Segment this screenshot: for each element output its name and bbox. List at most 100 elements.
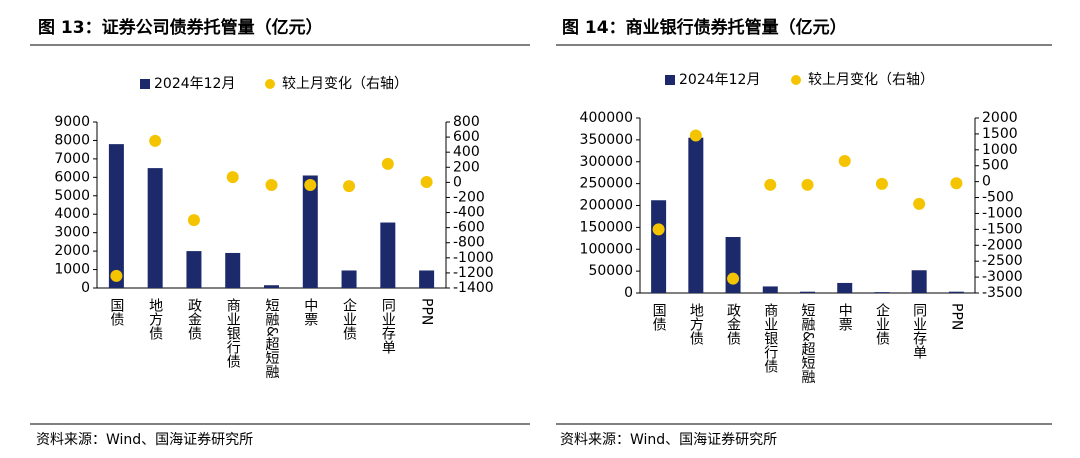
x-tick-label: 中票 bbox=[302, 298, 318, 326]
y-tick-label: 9000 bbox=[54, 114, 90, 130]
x-tick-label: 国债 bbox=[108, 298, 124, 326]
x-tick-label: 短融&超短融 bbox=[264, 298, 280, 379]
y2-tick-label: 0 bbox=[982, 174, 991, 190]
legend-label: 较上月变化（右轴） bbox=[808, 72, 934, 88]
bar bbox=[948, 291, 964, 293]
y-tick-label: 0 bbox=[81, 280, 90, 296]
y-tick-label: 100000 bbox=[580, 241, 633, 257]
legend-label: 2024年12月 bbox=[679, 72, 760, 88]
y2-tick-label: 500 bbox=[982, 158, 1009, 174]
bar bbox=[341, 270, 357, 288]
bar bbox=[186, 251, 202, 288]
bar bbox=[264, 285, 279, 288]
y-tick-label: 350000 bbox=[580, 132, 633, 148]
y2-tick-label: -2500 bbox=[982, 253, 1023, 269]
source: 资料来源：Wind、国海证券研究所 bbox=[560, 432, 777, 448]
y-tick-label: 150000 bbox=[580, 219, 633, 235]
bar bbox=[874, 292, 890, 293]
legend-swatch bbox=[791, 75, 801, 85]
source: 资料来源：Wind、国海证券研究所 bbox=[36, 432, 253, 448]
y2-tick-label: -1000 bbox=[982, 205, 1023, 221]
x-tick-label: 商业银行债 bbox=[762, 303, 778, 373]
y-tick-label: 200000 bbox=[580, 198, 633, 214]
legend-swatch bbox=[140, 79, 150, 89]
legend-label: 2024年12月 bbox=[154, 76, 235, 92]
dot bbox=[343, 180, 356, 193]
y-tick-label: 8000 bbox=[54, 132, 90, 148]
dot bbox=[265, 179, 278, 192]
y2-tick-label: -3000 bbox=[982, 269, 1023, 285]
y2-tick-label: 200 bbox=[453, 159, 480, 175]
bar bbox=[651, 200, 667, 293]
y2-tick-label: -1000 bbox=[453, 250, 494, 266]
y2-tick-label: -1200 bbox=[453, 265, 494, 281]
chart-title: 图 13：证券公司债券托管量（亿元） bbox=[38, 17, 323, 38]
legend-label: 较上月变化（右轴） bbox=[282, 76, 408, 92]
x-tick-label: PPN bbox=[419, 298, 435, 325]
dot bbox=[727, 272, 740, 285]
bar bbox=[762, 286, 778, 293]
y2-tick-label: 1500 bbox=[982, 126, 1018, 142]
x-tick-label: 企业债 bbox=[874, 302, 890, 345]
y-tick-label: 1000 bbox=[54, 262, 90, 278]
dot bbox=[420, 175, 433, 188]
y-tick-label: 0 bbox=[624, 285, 633, 301]
x-tick-label: 政金债 bbox=[186, 298, 202, 340]
y-tick-label: 400000 bbox=[580, 110, 633, 126]
y-tick-label: 3000 bbox=[54, 225, 90, 241]
y2-tick-label: -600 bbox=[453, 220, 485, 236]
y2-tick-label: -3500 bbox=[982, 285, 1023, 301]
y2-tick-label: 0 bbox=[453, 174, 462, 190]
bar bbox=[419, 270, 435, 288]
x-tick-label: 同业存单 bbox=[380, 298, 396, 354]
y2-tick-label: 2000 bbox=[982, 110, 1018, 126]
y-tick-label: 6000 bbox=[54, 169, 90, 185]
x-tick-label: 地方债 bbox=[147, 298, 163, 340]
bar bbox=[225, 252, 241, 288]
x-tick-label: 商业银行债 bbox=[225, 298, 241, 368]
dot bbox=[764, 178, 777, 191]
y2-tick-label: -1400 bbox=[453, 280, 494, 296]
dot bbox=[304, 179, 317, 192]
y2-tick-label: 600 bbox=[453, 129, 480, 145]
x-tick-label: 同业存单 bbox=[911, 303, 927, 359]
y2-tick-label: -500 bbox=[982, 190, 1014, 206]
bar bbox=[688, 137, 704, 293]
bar bbox=[837, 282, 853, 293]
bar bbox=[911, 270, 927, 293]
legend-swatch bbox=[265, 79, 275, 89]
dot bbox=[149, 134, 162, 147]
y-tick-label: 5000 bbox=[54, 188, 90, 204]
dot bbox=[950, 177, 963, 190]
y2-tick-label: -800 bbox=[453, 235, 485, 251]
dot bbox=[689, 129, 702, 142]
y-tick-label: 2000 bbox=[54, 243, 90, 259]
bar bbox=[147, 168, 163, 288]
dot bbox=[110, 269, 123, 282]
y-tick-label: 300000 bbox=[580, 154, 633, 170]
x-tick-label: 企业债 bbox=[341, 297, 357, 340]
dot bbox=[875, 177, 888, 190]
dot bbox=[652, 223, 665, 236]
dot bbox=[838, 154, 851, 167]
dot bbox=[913, 197, 926, 210]
y2-tick-label: -1500 bbox=[982, 221, 1023, 237]
y-tick-label: 250000 bbox=[580, 176, 633, 192]
legend-swatch bbox=[665, 75, 675, 85]
dot bbox=[381, 157, 394, 170]
bar bbox=[108, 144, 124, 288]
x-tick-label: 中票 bbox=[837, 303, 853, 331]
y2-tick-label: -400 bbox=[453, 205, 485, 221]
x-tick-label: 政金债 bbox=[725, 303, 741, 345]
dot bbox=[187, 214, 200, 227]
bar bbox=[800, 291, 815, 293]
bar bbox=[302, 175, 318, 288]
y-tick-label: 7000 bbox=[54, 151, 90, 167]
dot bbox=[226, 171, 239, 184]
x-tick-label: 国债 bbox=[651, 303, 667, 331]
bar bbox=[380, 222, 396, 288]
x-tick-label: PPN bbox=[948, 303, 964, 330]
y2-tick-label: 1000 bbox=[982, 142, 1018, 158]
y-tick-label: 4000 bbox=[54, 206, 90, 222]
